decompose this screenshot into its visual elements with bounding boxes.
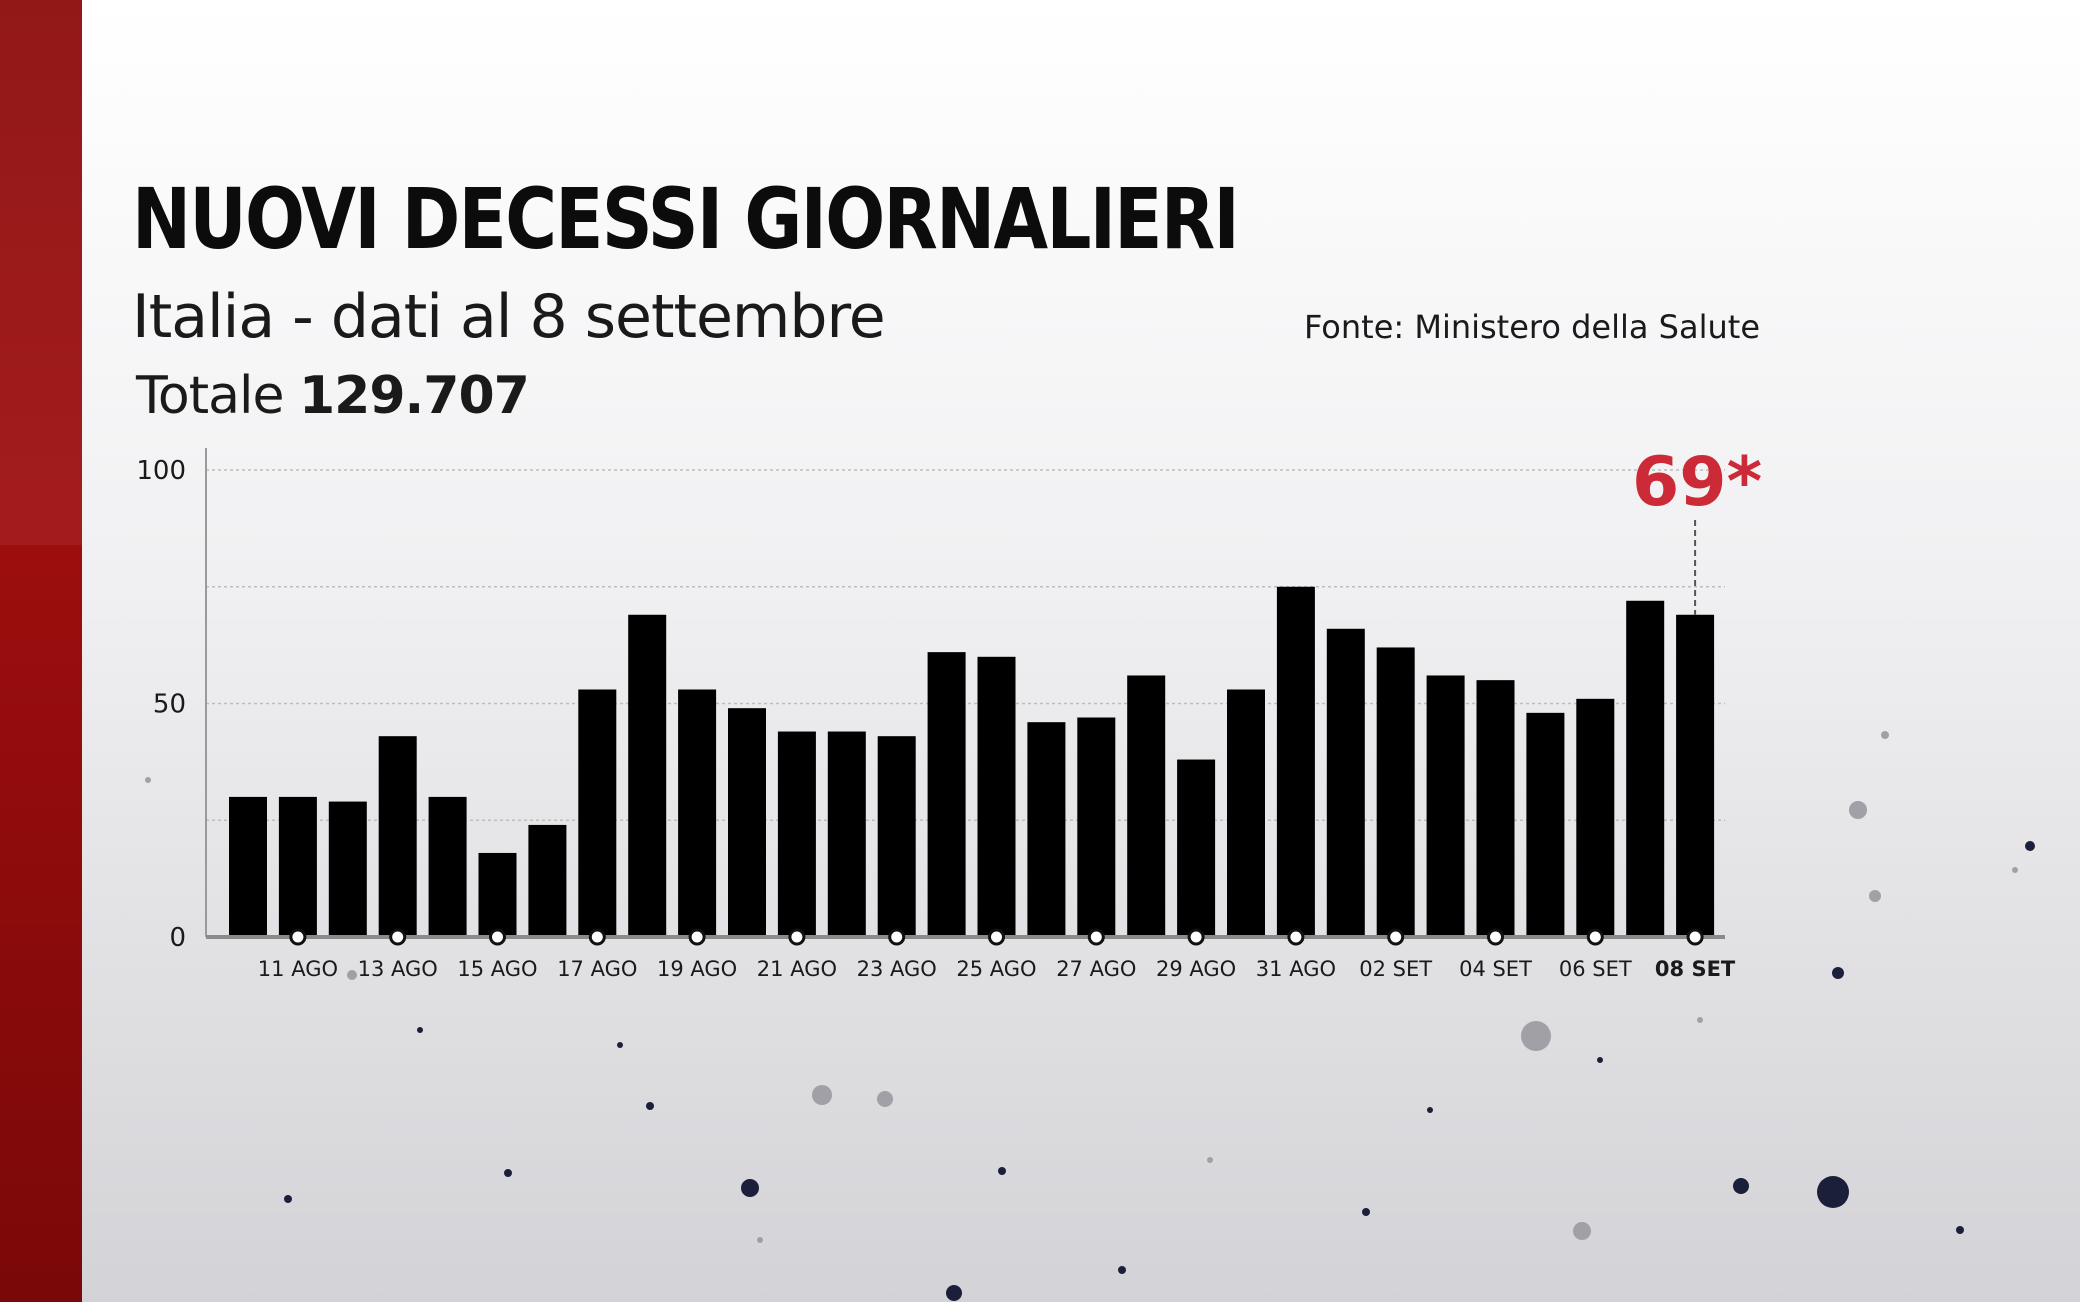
chart-subtitle: Italia - dati al 8 settembre bbox=[132, 282, 886, 352]
bar bbox=[1227, 689, 1265, 937]
total-value: 129.707 bbox=[298, 366, 530, 426]
x-tick-label: 19 AGO bbox=[657, 957, 737, 981]
bar bbox=[1177, 759, 1216, 937]
bar bbox=[1027, 722, 1066, 937]
x-tick-marker bbox=[289, 928, 307, 946]
bar bbox=[1576, 698, 1615, 937]
x-tick-label: 25 AGO bbox=[956, 957, 1036, 981]
x-tick-marker bbox=[1586, 928, 1604, 946]
highlight-value-label: 69* bbox=[1632, 443, 1762, 522]
bar bbox=[877, 736, 916, 937]
bar bbox=[777, 731, 816, 937]
x-tick-label: 21 AGO bbox=[757, 957, 837, 981]
x-tick-label: 13 AGO bbox=[358, 957, 438, 981]
x-tick-marker bbox=[688, 928, 706, 946]
x-tick-label: 27 AGO bbox=[1056, 957, 1136, 981]
red-sidebar bbox=[0, 0, 82, 1302]
x-tick-marker bbox=[1487, 928, 1504, 946]
bar bbox=[1426, 675, 1465, 937]
bar bbox=[1476, 680, 1515, 937]
x-tick-label: 23 AGO bbox=[857, 957, 937, 981]
total-line: Totale 129.707 bbox=[136, 366, 530, 426]
bar bbox=[1526, 712, 1565, 937]
bar bbox=[278, 796, 317, 937]
x-tick-marker bbox=[588, 928, 606, 946]
x-tick-label: 08 SET bbox=[1655, 957, 1736, 981]
x-tick-label: 04 SET bbox=[1459, 957, 1532, 981]
x-tick-label: 31 AGO bbox=[1256, 957, 1336, 981]
x-tick-label: 02 SET bbox=[1359, 957, 1432, 981]
bar bbox=[728, 708, 766, 937]
y-tick-label: 100 bbox=[136, 456, 186, 486]
x-tick-marker bbox=[988, 928, 1005, 946]
x-tick-marker bbox=[1087, 928, 1105, 946]
x-tick-label: 17 AGO bbox=[557, 957, 637, 981]
x-tick-marker bbox=[389, 928, 407, 946]
bar bbox=[1676, 614, 1715, 937]
bar bbox=[328, 801, 367, 937]
x-tick-label: 15 AGO bbox=[457, 957, 537, 981]
bar bbox=[1376, 647, 1415, 937]
bar bbox=[578, 689, 617, 937]
x-tick-label: 06 SET bbox=[1559, 957, 1632, 981]
bar bbox=[827, 731, 866, 937]
x-tick-marker bbox=[788, 928, 806, 946]
bar bbox=[528, 824, 567, 937]
total-label: Totale bbox=[136, 366, 284, 426]
y-tick-label: 50 bbox=[153, 690, 186, 720]
red-sidebar-shade bbox=[0, 0, 82, 545]
bar bbox=[478, 852, 517, 937]
y-tick-label: 0 bbox=[169, 923, 186, 953]
chart-title: NUOVI DECESSI GIORNALIERI bbox=[132, 170, 1240, 268]
bar bbox=[1326, 628, 1365, 937]
bar bbox=[378, 736, 417, 937]
x-tick-label: 11 AGO bbox=[258, 957, 338, 981]
x-tick-marker bbox=[1686, 928, 1704, 946]
bar bbox=[927, 652, 966, 937]
bar bbox=[1077, 717, 1116, 937]
bar bbox=[229, 796, 267, 937]
bar bbox=[1127, 675, 1166, 937]
x-tick-marker bbox=[489, 928, 506, 946]
bar bbox=[1626, 600, 1665, 937]
bar bbox=[1276, 586, 1315, 937]
x-tick-marker bbox=[1387, 928, 1405, 946]
bar bbox=[977, 656, 1016, 937]
x-tick-label: 29 AGO bbox=[1156, 957, 1236, 981]
source-note: Fonte: Ministero della Salute bbox=[1304, 308, 1760, 346]
x-tick-marker bbox=[1287, 928, 1305, 946]
x-tick-marker bbox=[888, 928, 906, 946]
bar bbox=[628, 614, 667, 937]
bar bbox=[428, 796, 467, 937]
bar bbox=[678, 689, 717, 937]
x-tick-marker bbox=[1187, 928, 1205, 946]
